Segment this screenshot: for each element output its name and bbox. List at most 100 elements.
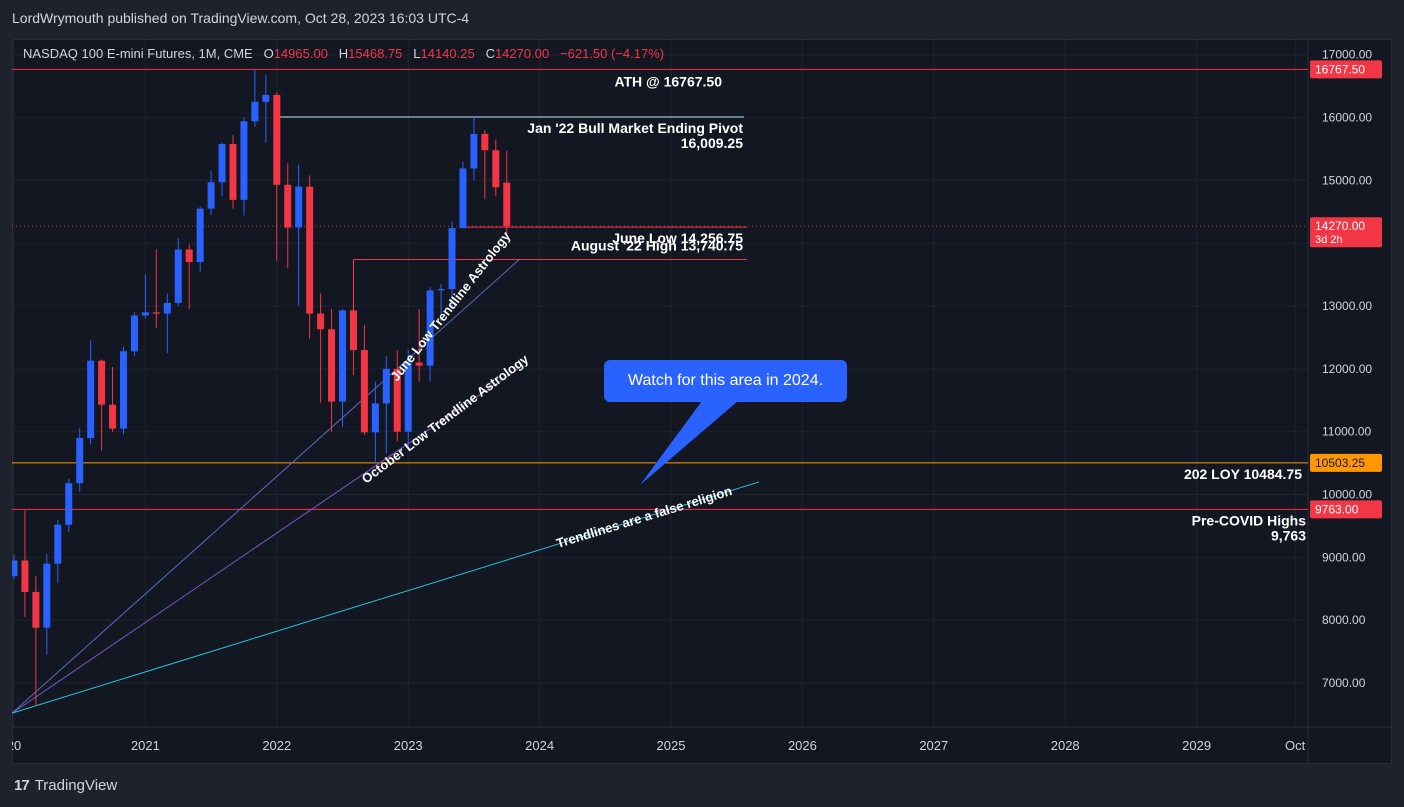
high-label: H (338, 46, 349, 61)
annotations: ATH @ 16767.50 202 LOY 10484.75 Pre-COVID … (359, 73, 1306, 551)
price-badge-label: 10503.25 (1315, 456, 1365, 470)
instrument-name: NASDAQ 100 E-mini Futures, 1M, CME (23, 46, 253, 61)
x-tick-label: 2027 (919, 738, 948, 753)
close-value: 14270.00 (494, 46, 550, 61)
x-tick-label: 2023 (394, 738, 423, 753)
price-badge-sublabel: 3d 2h (1315, 234, 1343, 246)
candle-body (141, 312, 149, 316)
candle-body (339, 310, 346, 402)
loy-annotation: 202 LOY 10484.75 (1184, 466, 1302, 482)
candle-body (349, 310, 357, 351)
price-chart[interactable]: ATH @ 16767.50 202 LOY 10484.75 Pre-COVID … (12, 39, 1392, 764)
price-axis: 17000.0016000.0015000.0014000.0013000.00… (1322, 48, 1372, 690)
candle-body (426, 290, 434, 366)
candle-body (360, 350, 368, 433)
candle-body (174, 249, 182, 303)
x-tick-label: 2024 (525, 738, 554, 753)
false-religion-label: Trendlines are a false religion (554, 483, 733, 551)
y-tick-label: 9000.00 (1322, 550, 1366, 564)
time-axis: 20 2021 2022 2023 2024 2025 2026 2027 2028 2029 Oc… (12, 738, 1306, 753)
x-tick-label: 20 (12, 738, 21, 753)
y-tick-label: 10000.00 (1322, 488, 1372, 502)
ath-annotation: ATH @ 16767.50 (614, 73, 722, 89)
price-badge (1310, 500, 1382, 519)
candle-body (109, 404, 117, 429)
candle-body (229, 143, 237, 200)
candle-body (459, 168, 467, 229)
y-tick-label: 13000.00 (1322, 299, 1372, 313)
pivot-value: 16,009.25 (681, 135, 743, 151)
y-tick-label: 7000.00 (1322, 676, 1366, 690)
candle-body (32, 591, 40, 628)
tradingview-logo-icon: 17 (14, 777, 30, 794)
x-tick-label: 2029 (1182, 738, 1211, 753)
y-tick-label: 15000.00 (1322, 173, 1372, 187)
precovid-value: 9,763 (1271, 527, 1306, 543)
price-badge-label: 14270.00 (1315, 219, 1365, 233)
candle-body (393, 368, 401, 432)
candle-body (163, 302, 171, 314)
y-tick-label: 16000.00 (1322, 111, 1372, 125)
x-tick-label: 2026 (788, 738, 817, 753)
price-badge (1310, 217, 1382, 248)
y-tick-label: 12000.00 (1322, 362, 1372, 376)
price-badge (1310, 453, 1382, 472)
open-label: O (263, 46, 274, 61)
x-tick-label: 2028 (1051, 738, 1080, 753)
candle-body (21, 560, 29, 592)
candle-body (12, 560, 18, 577)
false-religion-trendline (12, 481, 760, 714)
candle-body (492, 150, 500, 188)
candle-body (152, 312, 160, 314)
candle-body (98, 360, 106, 405)
price-badge-label: 9763.00 (1315, 502, 1359, 516)
candle-body (120, 351, 127, 429)
candle-body (273, 94, 281, 185)
candle-body (328, 329, 336, 402)
candle-body (87, 360, 95, 438)
candle-body (262, 94, 270, 102)
close-label: C (485, 46, 495, 61)
candle-body (54, 524, 62, 564)
june-low-trendline (12, 258, 521, 714)
price-badge-label: 16767.50 (1315, 62, 1365, 76)
footer-brand[interactable]: 17 TradingView (14, 777, 117, 794)
june-low-label: June Low 14,256.75 (612, 230, 743, 246)
x-tick-label: 2021 (131, 738, 160, 753)
candle-body (503, 182, 511, 227)
high-value: 15468.75 (348, 46, 403, 61)
precovid-annotation: Pre-COVID Highs (1192, 512, 1307, 528)
candle-body (371, 403, 379, 433)
candle-body (382, 368, 390, 404)
candle-body (284, 184, 292, 228)
y-tick-label: 11000.00 (1322, 425, 1371, 439)
candle-body (207, 182, 215, 209)
candle-body (481, 133, 489, 151)
x-tick-label: Oct (1285, 738, 1306, 753)
y-tick-label: 17000.00 (1322, 48, 1372, 62)
open-value: 14965.00 (273, 46, 328, 61)
x-tick-label: 2025 (657, 738, 686, 753)
candles (12, 69, 511, 707)
candle-body (43, 563, 51, 628)
publisher-header: LordWrymouth published on TradingView.co… (12, 10, 470, 26)
pivot-title: Jan '22 Bull Market Ending Pivot (527, 120, 743, 136)
brand-name: TradingView (34, 777, 118, 794)
candle-body (448, 228, 456, 290)
october-low-trendline (12, 368, 519, 714)
callout-box: Watch for this area in 2024. (604, 360, 847, 402)
ohlc-legend: NASDAQ 100 E-mini Futures, 1M, CME O1496… (23, 46, 664, 61)
callout-pointer (640, 401, 738, 485)
trendlines (12, 258, 760, 714)
candle-body (306, 186, 314, 314)
candle-body (251, 101, 259, 122)
august-high-label: August '22 High 13,740.75 (571, 237, 743, 253)
candle-body (130, 315, 138, 352)
candle-body (470, 133, 478, 169)
low-value: 14140.25 (420, 46, 475, 61)
candle-body (317, 313, 325, 330)
x-tick-label: 2022 (262, 738, 291, 753)
candle-body (404, 362, 412, 432)
change-value: −621.50 (−4.17%) (560, 46, 665, 61)
